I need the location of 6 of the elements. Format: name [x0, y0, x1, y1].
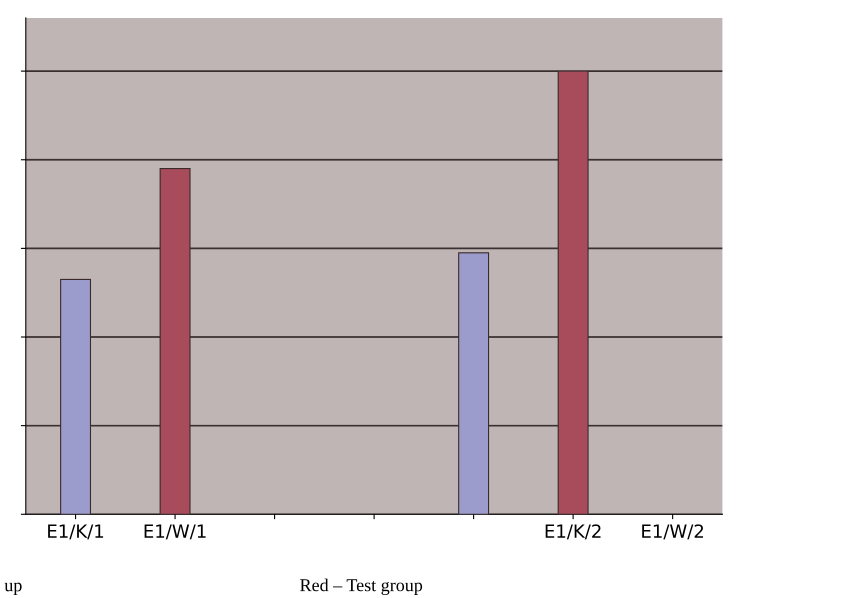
x-tick-label: E1/K/1 — [48, 524, 104, 540]
text: Red – Test group — [300, 578, 422, 596]
x-tick-label: E1/K/2 — [546, 524, 601, 540]
x-tick-label: E1/W/1 — [144, 524, 206, 540]
text: up — [4, 582, 22, 596]
x-tick-label: E1/W/2 — [642, 524, 704, 540]
